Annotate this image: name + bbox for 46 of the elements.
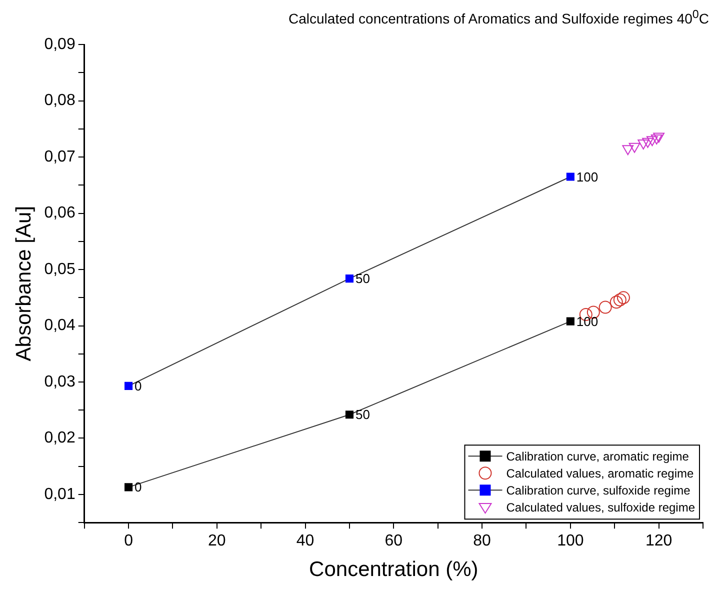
annotation: 50: [355, 407, 370, 422]
annotation: 100: [576, 314, 598, 329]
point: [642, 138, 654, 148]
point: [622, 145, 634, 156]
point: [345, 274, 354, 283]
point: [616, 291, 630, 304]
annotation: 0: [134, 378, 142, 394]
y-tick-label: 0,09: [44, 36, 76, 54]
annotation: 0: [134, 480, 142, 495]
chart-title: Calculated concentrations of Aromatics and Sulfoxide regimes 40$^{0}$C: [288, 8, 710, 29]
point: [598, 300, 612, 314]
legend-label: Calculated values, sulfoxide regime: [506, 500, 696, 514]
y-axis-title: Absorbance [Au]: [12, 206, 36, 362]
point: [638, 140, 650, 150]
y-tick-label: 0,03: [44, 373, 76, 390]
y-tick-label: 0,08: [44, 92, 76, 110]
point: [124, 483, 133, 492]
x-axis-title: Concentration (%): [309, 558, 478, 582]
legend-label: Calculated values, aromatic regime: [506, 466, 694, 480]
y-tick-label: 0,01: [44, 486, 76, 503]
x-tick-label: 20: [208, 532, 226, 550]
y-tick-label: 0,07: [44, 148, 76, 166]
point: [124, 382, 133, 390]
point: [610, 296, 623, 309]
y-tick-label: 0,06: [44, 204, 76, 222]
point: [646, 136, 658, 146]
x-tick-label: 120: [645, 532, 672, 550]
point: [613, 293, 626, 306]
point: [653, 132, 665, 143]
y-tick-label: 0,05: [44, 260, 76, 278]
annotation: 50: [355, 271, 370, 286]
point: [628, 142, 640, 153]
x-tick-label: 60: [384, 532, 403, 550]
annotation: 100: [576, 169, 598, 184]
x-tick-label: 100: [557, 532, 584, 550]
legend-label: Calibration curve, sulfoxide regime: [506, 483, 691, 498]
x-tick-label: 80: [473, 532, 492, 550]
point: [566, 317, 574, 326]
y-tick-label: 0,04: [44, 317, 76, 334]
x-tick-label: 0: [124, 532, 134, 550]
x-tick-label: 40: [296, 532, 314, 550]
point: [650, 134, 662, 144]
y-tick-label: 0,02: [44, 430, 76, 447]
point: [566, 172, 574, 181]
point: [345, 410, 354, 419]
legend-label: Calibration curve, aromatic regime: [506, 449, 690, 464]
